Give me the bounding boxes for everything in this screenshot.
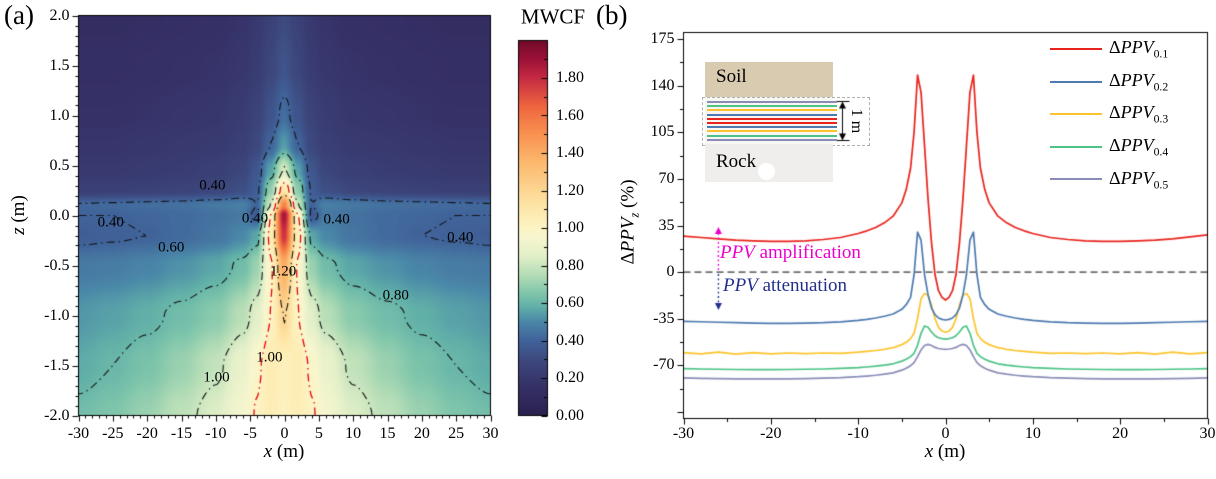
axis-tick-label: 30 bbox=[482, 425, 499, 442]
axis-tick-label: 20 bbox=[1112, 425, 1129, 442]
axis-tick-label: 0 bbox=[666, 263, 675, 281]
legend-line-sample bbox=[1050, 113, 1102, 116]
axis-tick-label: 0.0 bbox=[49, 206, 70, 224]
legend-entry-label: ΔPPV0.4 bbox=[1109, 135, 1169, 159]
axis-tick-label: 5 bbox=[314, 425, 323, 442]
contour-label: 0.40 bbox=[323, 211, 350, 227]
measurement-line bbox=[707, 130, 837, 133]
axis-tick-label: 105 bbox=[650, 123, 675, 141]
legend-entry-label: ΔPPV0.2 bbox=[1109, 69, 1169, 94]
axis-tick-label: 140 bbox=[650, 76, 675, 94]
legend-line-sample bbox=[1050, 48, 1102, 50]
axis-tick-label: -2.0 bbox=[44, 406, 70, 424]
legend-entry: ΔPPV0.5 bbox=[1050, 167, 1169, 192]
legend-entry-label: ΔPPV0.1 bbox=[1109, 37, 1169, 61]
axis-tick-label: 1.0 bbox=[49, 106, 70, 124]
axis-tick-label: 0.60 bbox=[556, 294, 584, 311]
axis-tick-label: 10 bbox=[1024, 425, 1041, 442]
legend-entry-label: ΔPPV0.5 bbox=[1109, 167, 1169, 192]
axis-tick-label: 10 bbox=[345, 425, 362, 442]
measurement-line bbox=[707, 117, 837, 120]
axis-tick-label: 2.0 bbox=[49, 6, 70, 24]
contour-label: 1.20 bbox=[270, 263, 297, 279]
axis-tick-label: 35 bbox=[658, 216, 675, 234]
contour-label: 1.00 bbox=[256, 349, 283, 365]
axis-tick-label: 175 bbox=[650, 30, 675, 48]
legend-entry: ΔPPV0.3 bbox=[1050, 102, 1169, 126]
x-axis-title-a: x (m) bbox=[263, 441, 305, 462]
axis-tick-label: 25 bbox=[448, 425, 465, 442]
contour-label: 1.00 bbox=[203, 369, 230, 385]
axis-tick-label: 1.80 bbox=[556, 69, 584, 86]
axis-tick-label: 1.20 bbox=[556, 181, 584, 199]
axis-tick-label: -30 bbox=[672, 425, 695, 442]
axis-tick-label: -5 bbox=[243, 425, 257, 442]
contour-label: 0.40 bbox=[97, 214, 124, 230]
axis-tick-label: -70 bbox=[653, 356, 675, 374]
measurement-line bbox=[707, 101, 837, 103]
axis-tick-label: -0.5 bbox=[44, 256, 70, 274]
axis-tick-label: 0 bbox=[941, 425, 950, 442]
contour-label: 0.40 bbox=[199, 177, 226, 193]
axis-tick-label: -10 bbox=[205, 425, 227, 442]
ppv-amplification-label: PPV amplification bbox=[720, 242, 861, 263]
contour-label: 0.40 bbox=[447, 229, 474, 245]
measurement-line bbox=[707, 105, 837, 108]
axis-tick-label: 15 bbox=[379, 425, 396, 442]
axis-tick-label: 1.60 bbox=[556, 106, 584, 124]
measurement-line bbox=[707, 134, 837, 137]
source-circle bbox=[758, 163, 775, 180]
axis-tick-label: -30 bbox=[67, 425, 90, 442]
measurement-line bbox=[707, 122, 837, 124]
axis-tick-label: -10 bbox=[847, 425, 869, 442]
legend-line-sample bbox=[1050, 80, 1102, 83]
axis-tick-label: 0.00 bbox=[556, 406, 584, 424]
measurement-line bbox=[707, 138, 837, 141]
measurement-line bbox=[707, 126, 837, 129]
axis-tick-label: -35 bbox=[653, 309, 675, 327]
legend-line-sample bbox=[1050, 178, 1102, 181]
contour-label: 0.80 bbox=[382, 287, 409, 303]
legend-entry-label: ΔPPV0.3 bbox=[1109, 102, 1169, 126]
axis-tick-label: 20 bbox=[413, 425, 430, 442]
axis-tick-label: 0 bbox=[280, 425, 289, 442]
dimension-label-1m: 1 m bbox=[848, 108, 865, 134]
axis-tick-label: -1.5 bbox=[44, 356, 70, 374]
axis-tick-label: -20 bbox=[760, 425, 782, 442]
axis-tick-label: -15 bbox=[170, 425, 193, 442]
rock-label: Rock bbox=[716, 151, 757, 172]
axis-tick-label: 1.00 bbox=[556, 219, 584, 236]
soil-label: Soil bbox=[716, 66, 747, 87]
measurement-line bbox=[707, 113, 837, 116]
legend-entry: ΔPPV0.1 bbox=[1050, 37, 1169, 61]
contour-label: 0.40 bbox=[241, 210, 269, 226]
ppv-attenuation-label: PPV attenuation bbox=[723, 275, 847, 296]
legend-entry: ΔPPV0.4 bbox=[1050, 135, 1169, 159]
contour-label: 0.60 bbox=[158, 239, 185, 255]
axis-tick-label: -25 bbox=[102, 425, 124, 442]
panel-a-label: (a) bbox=[4, 0, 34, 30]
legend-entry: ΔPPV0.2 bbox=[1050, 69, 1169, 94]
x-axis-title-b: x (m) bbox=[924, 441, 966, 462]
axis-tick-label: -1.0 bbox=[44, 306, 70, 324]
measurement-line bbox=[707, 109, 837, 112]
axis-tick-label: -20 bbox=[136, 425, 158, 442]
soil-box bbox=[705, 62, 833, 97]
axis-tick-label: 0.20 bbox=[556, 369, 584, 386]
axis-tick-label: 0.80 bbox=[556, 256, 584, 274]
axis-tick-label: 0.5 bbox=[49, 156, 70, 174]
axis-tick-label: 30 bbox=[1199, 425, 1216, 442]
panel-b-label: (b) bbox=[596, 0, 628, 30]
axis-tick-label: 70 bbox=[658, 169, 675, 187]
axis-tick-label: 1.40 bbox=[556, 144, 584, 161]
colorbar-title: MWCF bbox=[520, 4, 586, 29]
axis-tick-label: 0.40 bbox=[556, 331, 584, 349]
axis-tick-label: 1.5 bbox=[49, 56, 70, 74]
legend-line-sample bbox=[1050, 145, 1102, 148]
